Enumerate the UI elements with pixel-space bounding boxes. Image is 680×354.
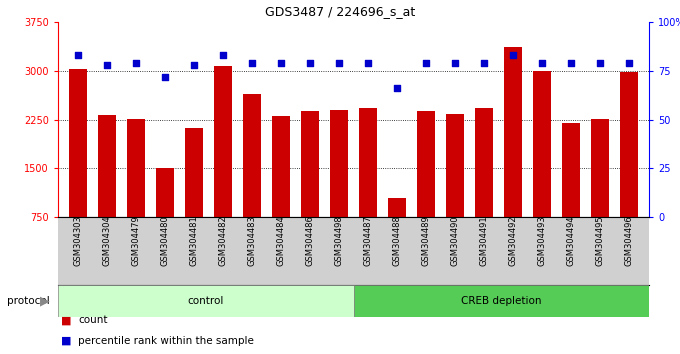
Bar — [273, 116, 290, 217]
Point — [218, 52, 228, 58]
Point — [537, 60, 547, 66]
Point — [421, 60, 432, 66]
Text: ▶: ▶ — [40, 295, 50, 308]
Point — [131, 60, 141, 66]
Point — [102, 62, 113, 68]
Text: GDS3487 / 224696_s_at: GDS3487 / 224696_s_at — [265, 5, 415, 18]
Point — [275, 60, 286, 66]
Point — [508, 52, 519, 58]
Bar — [475, 108, 493, 217]
Bar — [301, 111, 319, 217]
Bar — [418, 111, 435, 217]
Bar — [99, 115, 116, 217]
Bar — [446, 114, 464, 217]
Bar — [156, 168, 174, 217]
Bar — [127, 119, 145, 217]
Point — [362, 60, 373, 66]
Bar — [533, 72, 551, 217]
Bar — [562, 123, 580, 217]
Text: protocol: protocol — [7, 296, 50, 306]
Point — [595, 60, 606, 66]
Bar — [186, 128, 203, 217]
Point — [73, 52, 84, 58]
Point — [334, 60, 345, 66]
Bar — [214, 66, 232, 217]
Bar — [620, 72, 638, 217]
Point — [449, 60, 460, 66]
Text: ■: ■ — [61, 315, 71, 325]
Text: percentile rank within the sample: percentile rank within the sample — [78, 336, 254, 346]
Bar — [330, 110, 347, 217]
Point — [566, 60, 577, 66]
Point — [392, 85, 403, 91]
Bar — [243, 94, 261, 217]
Point — [479, 60, 490, 66]
Point — [624, 60, 634, 66]
Text: control: control — [188, 296, 224, 306]
Text: count: count — [78, 315, 107, 325]
Point — [305, 60, 316, 66]
Bar — [58, 285, 354, 317]
Bar — [354, 285, 649, 317]
Text: CREB depletion: CREB depletion — [461, 296, 542, 306]
Bar — [592, 119, 609, 217]
Bar — [360, 108, 377, 217]
Point — [160, 74, 171, 79]
Point — [247, 60, 258, 66]
Bar — [505, 47, 522, 217]
Bar — [388, 198, 406, 217]
Text: ■: ■ — [61, 336, 71, 346]
Point — [188, 62, 199, 68]
Bar — [69, 69, 87, 217]
